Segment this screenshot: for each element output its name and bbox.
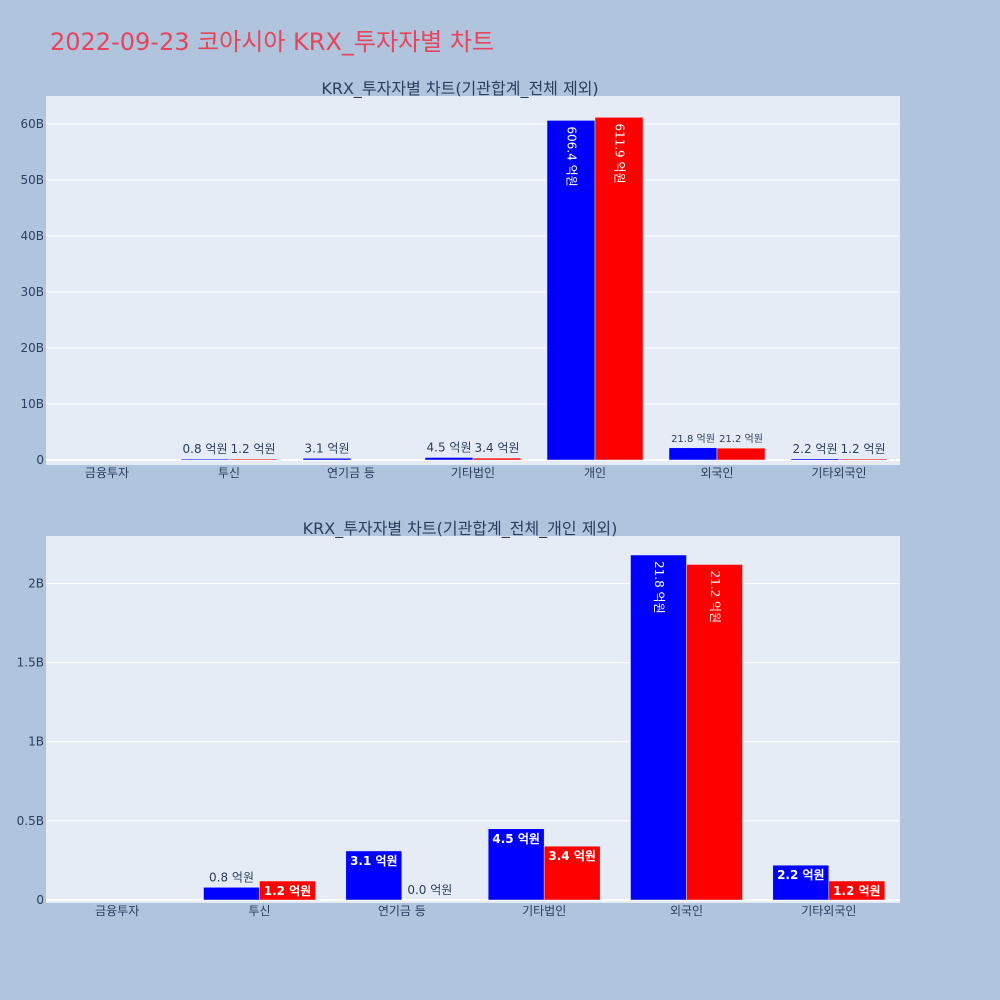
x-tick-label: 금융투자 [95,904,139,918]
data-label: 611.9 억원 [613,123,627,183]
data-label: 3.4 억원 [548,849,596,863]
x-tick-label: 연기금 등 [327,466,375,480]
plot-area [46,536,900,903]
bar [772,864,830,901]
chart-top: KRX_투자자별 차트(기관합계_전체 제외) 0 10B 20B 30B 40B 50B 6… [20,79,900,480]
y-tick-label: 0 [36,453,44,467]
data-label: 1.2 억원 [264,884,312,898]
data-label: 0.8 억원 [183,442,228,456]
data-label: 21.2 억원 [708,570,722,623]
bar [302,458,352,461]
data-label: 4.5 억원 [427,440,472,454]
bar [686,564,743,901]
data-label: 21.8 억원 [671,433,715,445]
bar [630,554,687,901]
chart-title: KRX_투자자별 차트(기관합계_전체_개인 제외) [303,519,618,539]
bar [716,447,766,461]
data-label: 606.4 억원 [565,126,579,186]
x-tick-label: 기타외국인 [801,904,856,918]
y-tick-label: 0.5B [17,814,44,828]
bar [828,880,886,901]
x-tick-label: 개인 [584,466,606,480]
y-tick-label: 10B [20,397,44,411]
bar [543,845,601,901]
chart-title: KRX_투자자별 차트(기관합계_전체 제외) [321,79,598,99]
y-tick-label: 2B [28,576,44,590]
bar [203,887,260,901]
x-tick-label: 기타법인 [451,466,495,480]
chart-bottom: KRX_투자자별 차트(기관합계_전체_개인 제외) 0 0.5B 1B 1.5B 2B 금… [17,519,900,918]
data-label: 2.2 억원 [777,868,825,882]
bar [838,458,888,461]
data-label: 1.2 억원 [231,442,276,456]
x-tick-label: 투신 [218,466,240,480]
x-tick-label: 투신 [248,904,270,918]
y-tick-label: 20B [20,341,44,355]
data-label: 1.2 억원 [833,884,881,898]
data-label: 3.4 억원 [475,441,520,455]
x-tick-label: 연기금 등 [378,904,426,918]
x-tick-label: 외국인 [700,466,733,480]
data-label: 21.2 억원 [719,433,763,445]
y-tick-label: 0 [36,893,44,907]
y-tick-label: 50B [20,173,44,187]
x-tick-label: 기타외국인 [811,466,866,480]
data-label: 4.5 억원 [492,832,540,846]
data-label: 0.0 억원 [407,883,452,897]
bar [228,458,278,461]
data-label: 1.2 억원 [841,442,886,456]
page-title: 2022-09-23 코아시아 KRX_투자자별 차트 [50,28,495,56]
data-label: 3.1 억원 [305,441,350,455]
data-label: 0.8 억원 [209,870,254,884]
bar [487,828,545,901]
x-tick-label: 기타법인 [522,904,566,918]
y-tick-label: 30B [20,285,44,299]
y-tick-label: 60B [20,117,44,131]
data-label: 21.8 억원 [652,561,666,614]
data-label: 3.1 억원 [350,854,398,868]
x-tick-label: 금융투자 [85,466,129,480]
bar [546,120,596,461]
x-tick-label: 외국인 [670,904,703,918]
y-tick-label: 1.5B [17,656,44,670]
bar [594,117,644,461]
bar [259,880,316,901]
y-tick-label: 40B [20,229,44,243]
bar [345,850,403,901]
y-tick-label: 1B [28,735,44,749]
data-label: 2.2 억원 [793,442,838,456]
bar [472,457,522,461]
